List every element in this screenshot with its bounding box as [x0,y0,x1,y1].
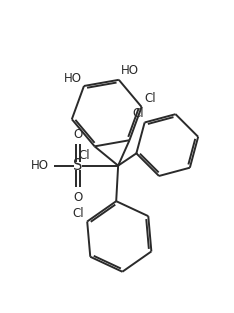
Text: HO: HO [30,159,48,172]
Text: Cl: Cl [79,149,91,162]
Text: HO: HO [64,72,82,85]
Text: Cl: Cl [73,207,84,220]
Text: HO: HO [121,64,139,77]
Text: S: S [73,158,83,173]
Text: O: O [73,191,83,204]
Text: Cl: Cl [132,107,143,120]
Text: Cl: Cl [144,92,156,105]
Text: O: O [73,127,83,141]
